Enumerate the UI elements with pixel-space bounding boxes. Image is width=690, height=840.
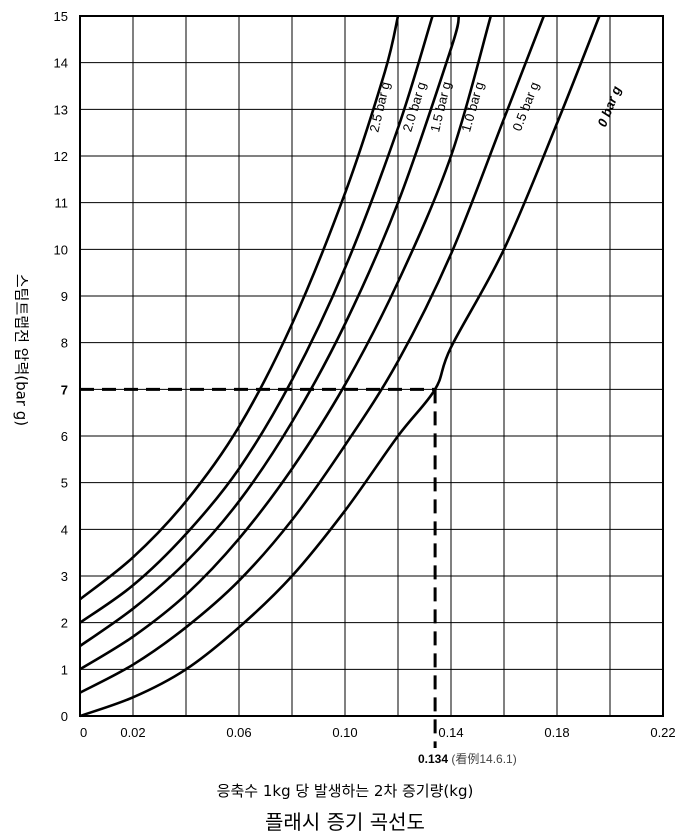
y-tick-label: 2 — [61, 616, 68, 631]
flash-curve-1-0-bar-g — [79, 15, 493, 671]
y-tick-label: 3 — [61, 569, 68, 584]
flash-curve-1-5-bar-g — [79, 15, 461, 648]
x-axis-label: 응축수 1kg 당 발생하는 2차 증기량(kg) — [216, 782, 474, 800]
y-tick-label: 5 — [61, 476, 68, 491]
curve-label: 0.5 bar g — [509, 80, 542, 133]
plot-frame — [79, 15, 664, 717]
y-axis-label: 스팀트랩전 압력(bar g) — [12, 273, 31, 427]
y-tick-label: 11 — [55, 196, 69, 211]
y-tick-label: 12 — [54, 149, 68, 164]
y-tick-label: 7 — [61, 382, 68, 397]
chart-title: 플래시 증기 곡선도 — [265, 810, 425, 834]
y-tick-label: 0 — [61, 709, 68, 724]
x-tick-label: 0 — [80, 725, 87, 740]
y-tick-label: 14 — [54, 56, 68, 71]
x-tick-label: 0.22 — [650, 725, 675, 740]
x-tick-label: 0.02 — [120, 725, 145, 740]
y-tick-label: 15 — [54, 9, 68, 24]
curve-label: 2.5 bar g — [366, 80, 392, 133]
chart-curves — [79, 15, 601, 718]
y-tick-label: 13 — [54, 102, 68, 117]
y-tick-label: 9 — [61, 289, 68, 304]
y-tick-label: 1 — [61, 662, 68, 677]
x-tick-label: 0.14 — [438, 725, 463, 740]
y-tick-label: 4 — [61, 522, 68, 537]
x-tick-label: 0.18 — [544, 725, 569, 740]
example-x-label: 0.134 (看例14.6.1) — [418, 750, 517, 767]
curve-label: 0 bar g — [594, 84, 624, 129]
curve-label: 1.0 bar g — [458, 80, 486, 133]
flash-curve-0-bar-g — [79, 15, 601, 718]
example-x-value: 0.134 — [418, 752, 449, 766]
example-x-note: (看例14.6.1) — [451, 752, 517, 766]
y-tick-label: 8 — [61, 336, 68, 351]
flash-curve-0-5-bar-g — [79, 15, 546, 694]
x-tick-label: 0.10 — [332, 725, 357, 740]
x-tick-label: 0.06 — [226, 725, 251, 740]
y-tick-label: 10 — [54, 242, 68, 257]
x-axis-ticks: 0 0.02 0.06 0.10 0.14 0.18 0.22 — [80, 725, 676, 740]
y-tick-label: 6 — [61, 429, 68, 444]
example-guide-lines — [80, 387, 437, 748]
flash-curve-2-0-bar-g — [79, 15, 434, 624]
flash-curve-2-5-bar-g — [79, 15, 400, 601]
